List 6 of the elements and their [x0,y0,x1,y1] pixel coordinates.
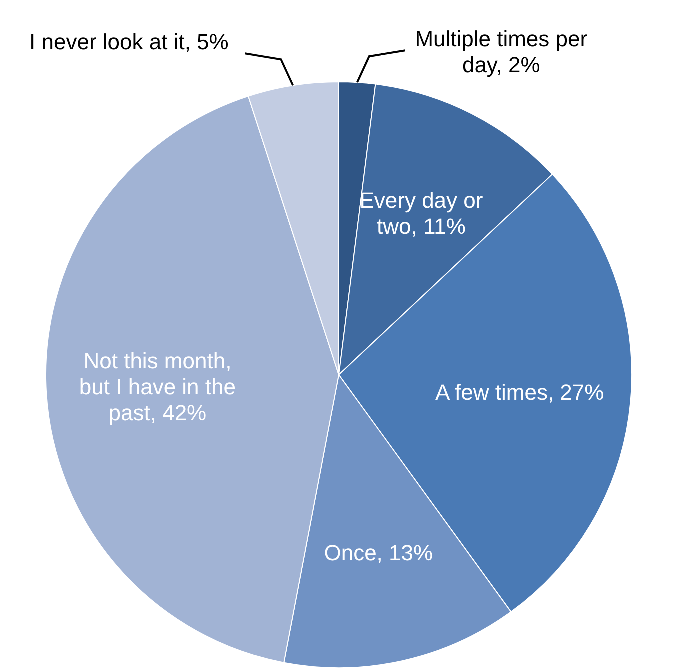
slice-label: A few times, 27% [435,380,604,406]
slice-label: Not this month, but I have in the past, 42% [79,348,236,426]
slice-label: I never look at it, 5% [30,30,229,55]
slice-label: Multiple times per day, 2% [415,26,588,78]
slice-label: Once, 13% [324,540,434,566]
slice-label: Every day or two, 11% [360,188,484,240]
